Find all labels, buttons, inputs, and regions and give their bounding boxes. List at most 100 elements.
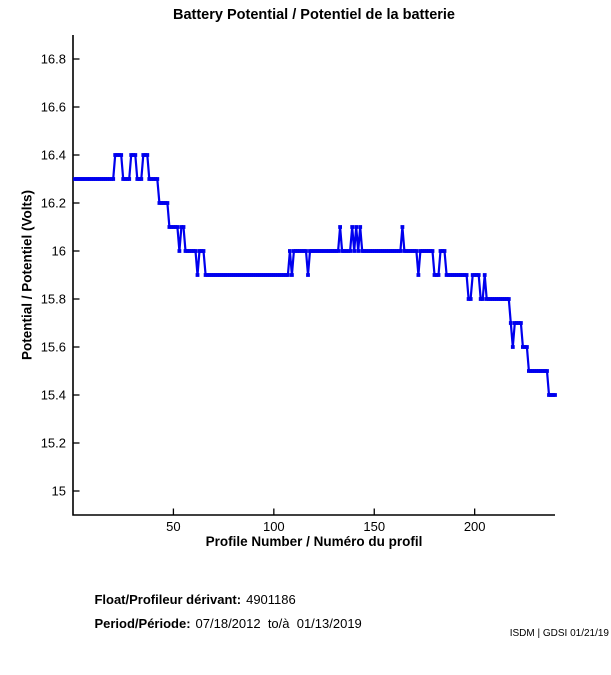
data-point-marker: [292, 249, 296, 253]
data-point-marker: [296, 249, 300, 253]
data-point-marker: [426, 249, 431, 253]
data-point-marker: [177, 249, 182, 253]
data-point-marker: [366, 249, 371, 253]
data-point-marker: [129, 153, 134, 157]
data-point-marker: [257, 273, 262, 277]
data-point-marker: [189, 249, 194, 253]
data-point-marker: [306, 273, 310, 277]
data-point-marker: [173, 225, 178, 229]
x-axis-label: Profile Number / Numéro du profil: [205, 534, 423, 549]
data-point-marker: [187, 249, 192, 253]
data-point-marker: [135, 177, 140, 181]
data-point-marker: [151, 177, 156, 181]
data-point-marker: [233, 273, 238, 277]
data-point-marker: [221, 273, 226, 277]
data-point-marker: [89, 177, 93, 181]
data-point-marker: [476, 273, 481, 277]
data-point-marker: [139, 177, 144, 181]
data-point-marker: [362, 249, 367, 253]
data-point-marker: [263, 273, 268, 277]
data-point-marker: [271, 273, 276, 277]
data-point-marker: [153, 177, 158, 181]
data-point-marker: [504, 297, 509, 301]
data-point-marker: [434, 273, 439, 277]
data-point-marker: [290, 273, 294, 277]
data-point-marker: [498, 297, 503, 301]
data-point-marker: [529, 369, 533, 373]
data-point-marker: [93, 177, 97, 181]
data-point-marker: [494, 297, 499, 301]
data-point-marker: [231, 273, 236, 277]
data-point-marker: [464, 273, 469, 277]
data-point-marker: [209, 273, 214, 277]
data-point-marker: [492, 297, 497, 301]
data-point-marker: [380, 249, 385, 253]
data-point-marker: [404, 249, 409, 253]
data-point-marker: [95, 177, 99, 181]
data-point-marker: [428, 249, 433, 253]
data-point-marker: [512, 321, 517, 325]
data-point-marker: [225, 273, 230, 277]
data-point-marker: [288, 249, 292, 253]
data-point-marker: [215, 273, 220, 277]
data-point-marker: [514, 321, 519, 325]
data-point-marker: [364, 249, 369, 253]
data-point-marker: [161, 201, 166, 205]
data-point-marker: [386, 249, 391, 253]
data-point-marker: [145, 153, 150, 157]
data-point-marker: [181, 225, 186, 229]
data-point-marker: [506, 297, 511, 301]
data-point-marker: [326, 249, 330, 253]
data-point-marker: [113, 153, 118, 157]
data-point-marker: [486, 297, 491, 301]
data-point-marker: [336, 249, 340, 253]
data-point-marker: [448, 273, 453, 277]
x-tick-label: 200: [464, 519, 486, 534]
data-point-marker: [478, 297, 483, 301]
data-point-marker: [508, 321, 513, 325]
data-point-marker: [147, 177, 152, 181]
data-point-marker: [269, 273, 274, 277]
data-point-marker: [406, 249, 411, 253]
data-point-marker: [547, 393, 551, 397]
period-value: 07/18/2012 to/à 01/13/2019: [195, 616, 362, 631]
data-point-marker: [83, 177, 87, 181]
data-point-marker: [167, 225, 172, 229]
data-point-marker: [219, 273, 224, 277]
data-point-marker: [171, 225, 176, 229]
data-point-marker: [85, 177, 89, 181]
data-point-marker: [490, 297, 495, 301]
data-point-marker: [105, 177, 109, 181]
data-point-marker: [408, 249, 413, 253]
axis-lines: [72, 35, 555, 516]
y-tick-label: 16.6: [41, 100, 66, 115]
data-point-marker: [420, 249, 425, 253]
data-point-marker: [117, 153, 122, 157]
y-tick-label: 15.6: [41, 340, 66, 355]
data-point-marker: [101, 177, 105, 181]
data-point-marker: [374, 249, 379, 253]
data-point-marker: [217, 273, 222, 277]
data-point-marker: [237, 273, 242, 277]
data-point-marker: [213, 273, 218, 277]
data-point-marker: [382, 249, 387, 253]
data-point-marker: [318, 249, 322, 253]
data-point-marker: [284, 273, 288, 277]
data-point-marker: [185, 249, 190, 253]
data-point-marker: [328, 249, 332, 253]
data-point-marker: [155, 177, 160, 181]
data-point-marker: [358, 225, 363, 229]
y-axis-label: Potential / Potentiel (Volts): [19, 189, 35, 361]
data-point-marker: [444, 273, 449, 277]
data-point-marker: [519, 321, 523, 325]
data-point-marker: [488, 297, 493, 301]
data-point-marker: [482, 273, 487, 277]
data-point-marker: [253, 273, 258, 277]
data-point-marker: [342, 249, 346, 253]
data-point-marker: [412, 249, 417, 253]
data-point-marker: [123, 177, 128, 181]
data-point-marker: [460, 273, 465, 277]
data-point-marker: [398, 249, 403, 253]
data-point-marker: [517, 321, 521, 325]
